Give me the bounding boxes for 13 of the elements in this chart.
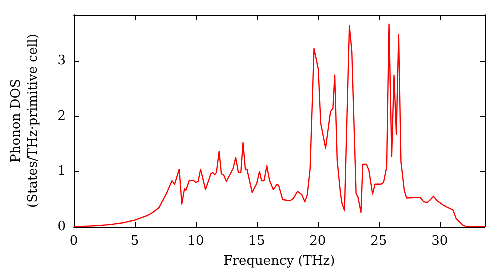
- y-tick-label: 0: [58, 220, 66, 234]
- x-tick-label: 15: [248, 234, 266, 249]
- y-axis-title: Phonon DOS (States/THz·primitive cell): [9, 34, 41, 208]
- x-tick-label: 0: [70, 234, 78, 249]
- y-tick-label: 1: [58, 164, 66, 180]
- x-tick-label: 25: [370, 234, 388, 249]
- x-tick-label: 30: [432, 234, 448, 249]
- x-axis-title: Frequency (THz): [224, 254, 336, 269]
- x-tick-label: 10: [188, 234, 204, 249]
- y-tick-label: 3: [58, 53, 66, 68]
- y-tick-label: 2: [58, 108, 66, 124]
- x-tick-label: 20: [310, 234, 326, 249]
- x-tick-label: 5: [130, 234, 140, 249]
